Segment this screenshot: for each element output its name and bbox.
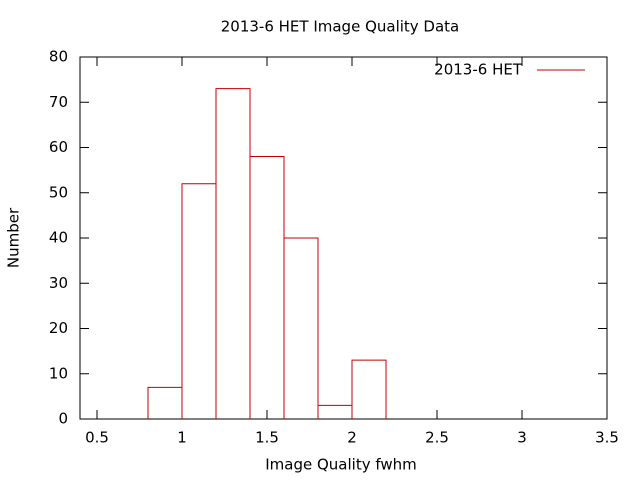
- histogram-bar: [283, 237, 319, 419]
- x-tick-label: 0.5: [85, 429, 109, 447]
- y-tick-label: 20: [49, 319, 68, 337]
- y-tick-label: 80: [49, 48, 68, 66]
- x-tick-label: 1.5: [255, 429, 279, 447]
- x-tick-label: 1: [177, 429, 187, 447]
- y-tick-label: 50: [49, 183, 68, 201]
- y-tick-label: 40: [49, 229, 68, 247]
- x-tick-label: 2: [347, 429, 357, 447]
- y-tick-label: 60: [49, 138, 68, 156]
- y-tick-label: 0: [58, 410, 68, 428]
- histogram-bar: [351, 359, 387, 419]
- y-tick-label: 10: [49, 364, 68, 382]
- chart-title: 2013-6 HET Image Quality Data: [221, 18, 460, 36]
- x-tick-label: 3: [517, 429, 527, 447]
- y-tick-label: 30: [49, 274, 68, 292]
- y-tick-label: 70: [49, 93, 68, 111]
- x-tick-label: 2.5: [425, 429, 449, 447]
- y-axis-label: Number: [5, 207, 23, 268]
- legend-label: 2013-6 HET: [434, 61, 523, 79]
- x-tick-label: 3.5: [595, 429, 619, 447]
- x-axis-label: Image Quality fwhm: [265, 456, 417, 474]
